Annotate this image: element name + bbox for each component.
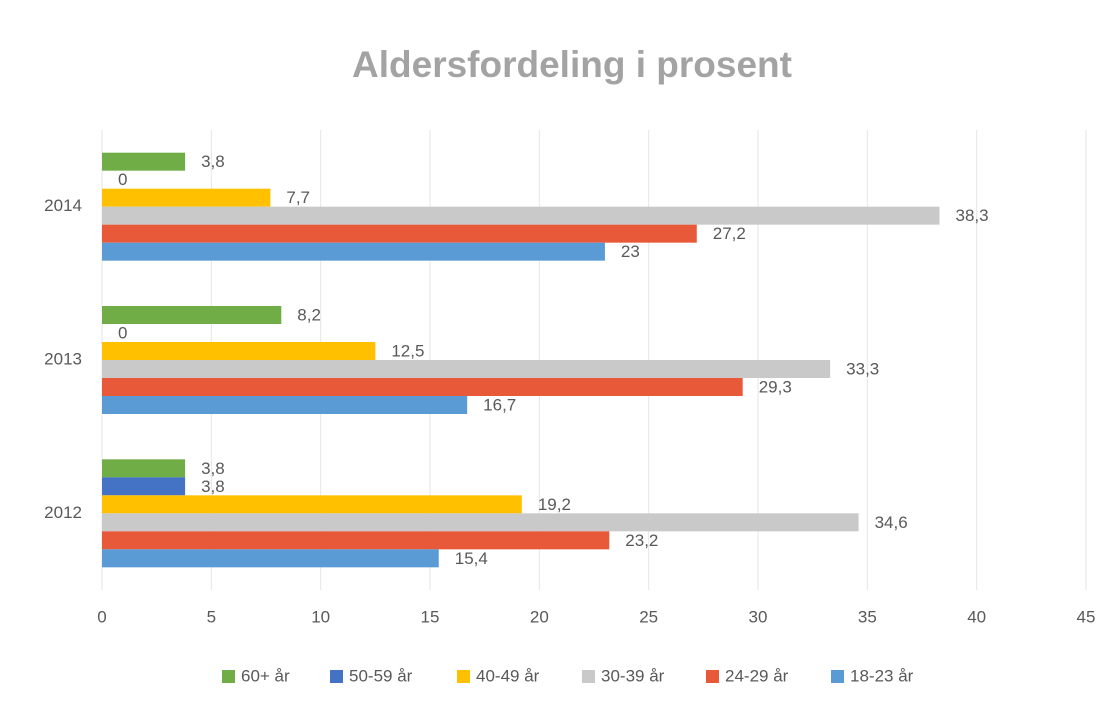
data-label: 3,8 <box>201 459 225 478</box>
x-tick-label: 15 <box>421 607 440 626</box>
data-label: 7,7 <box>286 188 310 207</box>
data-label: 19,2 <box>538 495 571 514</box>
bar <box>102 549 439 568</box>
x-tick-label: 10 <box>311 607 330 626</box>
bar <box>102 378 743 396</box>
bar <box>102 306 282 324</box>
bar <box>102 188 271 207</box>
data-label: 15,4 <box>455 549 488 568</box>
data-label: 8,2 <box>297 305 321 324</box>
data-label: 0 <box>118 323 127 342</box>
legend-swatch <box>222 670 235 683</box>
data-label: 0 <box>118 170 127 189</box>
legend-label: 30-39 år <box>601 666 665 685</box>
legend-swatch <box>582 670 595 683</box>
bar <box>102 224 697 243</box>
bar <box>102 152 186 171</box>
bar <box>102 513 859 532</box>
data-label: 34,6 <box>875 513 908 532</box>
bar <box>102 459 186 478</box>
y-tick-label: 2013 <box>44 349 82 368</box>
legend-label: 18-23 år <box>850 666 914 685</box>
data-label: 38,3 <box>955 206 988 225</box>
bar <box>102 360 831 378</box>
legend-label: 60+ år <box>241 666 290 685</box>
legend-label: 40-49 år <box>476 666 540 685</box>
legend-swatch <box>706 670 719 683</box>
bar <box>102 242 605 261</box>
bar <box>102 342 376 360</box>
bar <box>102 477 186 496</box>
bar <box>102 531 610 550</box>
legend-label: 24-29 år <box>725 666 789 685</box>
legend-swatch <box>330 670 343 683</box>
data-label: 23 <box>621 242 640 261</box>
chart-title: Aldersfordeling i prosent <box>352 44 792 85</box>
data-label: 23,2 <box>625 531 658 550</box>
y-tick-label: 2014 <box>44 196 82 215</box>
x-tick-label: 0 <box>97 607 106 626</box>
x-tick-label: 5 <box>207 607 216 626</box>
legend-label: 50-59 år <box>349 666 413 685</box>
y-tick-label: 2012 <box>44 503 82 522</box>
legend-swatch <box>831 670 844 683</box>
bar <box>102 396 468 414</box>
data-label: 33,3 <box>846 359 879 378</box>
x-tick-label: 30 <box>749 607 768 626</box>
bar <box>102 495 522 514</box>
data-label: 27,2 <box>713 224 746 243</box>
x-tick-label: 25 <box>639 607 658 626</box>
x-tick-label: 45 <box>1077 607 1096 626</box>
x-tick-label: 20 <box>530 607 549 626</box>
legend-swatch <box>457 670 470 683</box>
data-label: 3,8 <box>201 477 225 496</box>
data-label: 16,7 <box>483 395 516 414</box>
x-tick-label: 35 <box>858 607 877 626</box>
x-tick-label: 40 <box>967 607 986 626</box>
data-label: 12,5 <box>391 341 424 360</box>
bar <box>102 206 940 225</box>
data-label: 29,3 <box>759 377 792 396</box>
data-label: 3,8 <box>201 152 225 171</box>
